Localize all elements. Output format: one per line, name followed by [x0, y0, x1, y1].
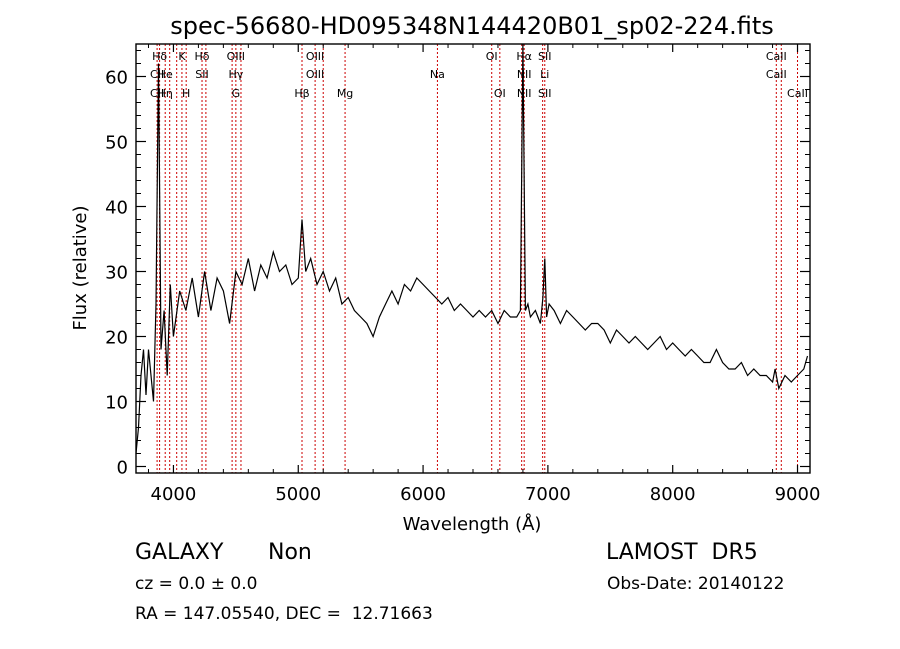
spectrum-line	[135, 43, 809, 454]
line-marker-label: Mg	[337, 87, 353, 100]
y-axis-ticks: 0 10 20 30 40 50 60	[105, 50, 810, 479]
x-tick-label: 4000	[151, 484, 197, 505]
object-subclass: Non	[268, 540, 312, 565]
line-marker-label: OIII	[306, 68, 324, 81]
y-tick-label: 60	[105, 68, 128, 89]
y-axis-label: Flux (relative)	[70, 205, 91, 330]
line-marker-label: CaII	[766, 50, 787, 63]
line-marker-label: H	[182, 87, 190, 100]
line-marker-label: CII	[150, 68, 164, 81]
y-tick-label: 50	[105, 133, 128, 154]
y-tick-label: 20	[105, 328, 128, 349]
x-axis-label: Wavelength (Å)	[403, 513, 542, 535]
coords-line: RA = 147.05540, DEC = 12.71663	[135, 604, 433, 624]
y-tick-label: 0	[117, 458, 128, 479]
plot-frame	[135, 43, 811, 474]
line-marker-label: Hγ	[228, 68, 243, 81]
line-marker-label: Hη	[158, 87, 173, 100]
line-marker-label: Hδ	[152, 50, 167, 63]
line-marker-label: SII	[195, 68, 208, 81]
chart-title: spec-56680-HD095348N144420B01_sp02-224.f…	[170, 12, 774, 40]
x-tick-label: 9000	[775, 484, 821, 505]
line-marker-label: SII	[538, 50, 551, 63]
line-marker-label: NII	[517, 87, 532, 100]
line-marker-label: He	[158, 68, 173, 81]
line-marker-label: SII	[538, 87, 551, 100]
line-marker-label: Hα	[516, 50, 532, 63]
line-marker-label: OIII	[227, 50, 245, 63]
x-tick-label: 8000	[650, 484, 696, 505]
x-tick-label: 6000	[400, 484, 446, 505]
line-marker-label: OI	[494, 87, 506, 100]
line-marker-label: Li	[540, 68, 549, 81]
x-axis-ticks: 4000 5000 6000 7000 8000 9000	[147, 44, 821, 505]
line-marker-label: Hβ	[294, 87, 309, 100]
line-marker-label: OI	[486, 50, 498, 63]
line-marker-label: OIII	[306, 50, 324, 63]
x-tick-label: 5000	[275, 484, 321, 505]
obs-date-line: Obs-Date: 20140122	[607, 574, 785, 594]
x-tick-label: 7000	[525, 484, 571, 505]
line-marker-label: G	[232, 87, 241, 100]
redshift-line: cz = 0.0 ± 0.0	[135, 574, 258, 594]
line-marker-label: K	[178, 50, 186, 63]
survey-name: LAMOST DR5	[606, 540, 758, 565]
line-marker-label: CaII	[787, 87, 808, 100]
line-marker-label: Hδ	[195, 50, 210, 63]
y-tick-label: 30	[105, 263, 128, 284]
line-marker-label: NII	[517, 68, 532, 81]
line-marker-label: Na	[430, 68, 445, 81]
y-tick-label: 10	[105, 393, 128, 414]
line-marker-label: CaII	[766, 68, 787, 81]
y-tick-label: 40	[105, 198, 128, 219]
line-marker-labels: CII CII Hδ He Hη K H Hδ SII OIII Hγ G Hβ OIII OIII Mg Na…	[150, 50, 808, 100]
line-marker-label: CII	[150, 87, 164, 100]
object-class: GALAXY	[135, 540, 224, 565]
line-markers	[156, 44, 799, 473]
